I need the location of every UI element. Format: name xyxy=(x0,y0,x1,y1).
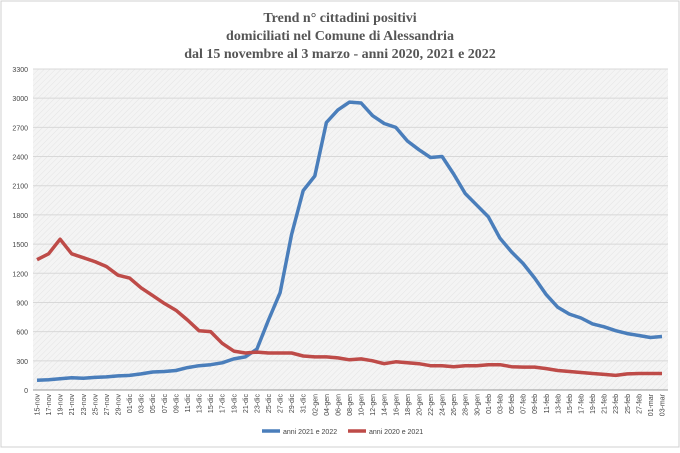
x-tick-label: 21-nov xyxy=(69,394,76,416)
x-tick-label: 19-feb xyxy=(590,394,597,414)
x-tick-label: 06-gen xyxy=(335,394,342,416)
x-tick-label: 09-feb xyxy=(532,394,539,414)
x-tick-label: 17-feb xyxy=(578,394,585,414)
y-tick-label: 900 xyxy=(16,300,28,307)
x-tick-label: 15-dic xyxy=(208,394,215,414)
x-tick-label: 01-dic xyxy=(127,394,134,414)
x-tick-label: 21-feb xyxy=(602,394,609,414)
x-tick-label: 15-nov xyxy=(35,394,42,416)
y-tick-label: 0 xyxy=(24,388,28,395)
x-tick-label: 03-dic xyxy=(139,394,146,414)
x-tick-label: 11-dic xyxy=(185,394,192,413)
x-tick-label: 17-nov xyxy=(46,394,53,416)
x-tick-label: 28-gen xyxy=(463,394,470,416)
y-tick-label: 300 xyxy=(16,359,28,366)
x-tick-label: 04-gen xyxy=(324,394,331,416)
chart-title: dal 15 novembre al 3 marzo - anni 2020, … xyxy=(184,47,496,62)
x-tick-label: 13-feb xyxy=(555,394,562,414)
y-tick-label: 1500 xyxy=(12,242,28,249)
x-tick-label: 19-nov xyxy=(58,394,65,416)
x-tick-label: 12-gen xyxy=(370,394,377,416)
y-tick-label: 2700 xyxy=(12,125,28,132)
x-tick-label: 10-gen xyxy=(359,394,366,416)
x-tick-label: 02-gen xyxy=(312,394,319,416)
y-tick-label: 1200 xyxy=(12,271,28,278)
x-tick-label: 27-dic xyxy=(278,394,285,414)
x-tick-label: 03-feb xyxy=(497,394,504,414)
x-tick-label: 11-feb xyxy=(544,394,551,413)
x-tick-label: 25-dic xyxy=(266,394,273,414)
y-tick-label: 3000 xyxy=(12,96,28,103)
y-tick-label: 2400 xyxy=(12,155,28,162)
x-tick-label: 18-gen xyxy=(405,394,412,416)
series-line xyxy=(36,237,662,378)
chart-title: domiciliati nel Comune di Alessandria xyxy=(226,29,454,44)
x-tick-label: 19-dic xyxy=(231,394,238,414)
x-tick-label: 03-mar xyxy=(660,393,667,416)
x-tick-label: 24-gen xyxy=(440,394,447,416)
x-tick-label: 15-feb xyxy=(567,394,574,414)
x-tick-label: 20-gen xyxy=(416,394,423,416)
x-tick-label: 07-feb xyxy=(521,394,528,414)
x-tick-label: 23-feb xyxy=(613,394,620,414)
x-tick-label: 05-dic xyxy=(150,394,157,414)
y-tick-label: 2100 xyxy=(12,184,28,191)
x-tick-label: 30-gen xyxy=(474,394,481,416)
y-tick-label: 600 xyxy=(16,330,28,337)
x-tick-label: 14-gen xyxy=(382,394,389,416)
x-tick-label: 08-gen xyxy=(347,394,354,416)
x-tick-label: 31-dic xyxy=(301,394,308,414)
x-tick-label: 23-nov xyxy=(81,394,88,416)
x-tick-label: 27-nov xyxy=(104,394,111,416)
x-tick-label: 05-feb xyxy=(509,394,516,414)
x-tick-label: 09-dic xyxy=(173,394,180,414)
legend-label: anni 2020 e 2021 xyxy=(369,429,423,436)
x-tick-label: 22-gen xyxy=(428,394,435,416)
x-tick-label: 01-feb xyxy=(486,394,493,414)
x-tick-label: 25-nov xyxy=(92,394,99,416)
x-tick-label: 29-dic xyxy=(289,394,296,414)
x-tick-label: 07-dic xyxy=(162,394,169,414)
plot-area xyxy=(33,69,668,390)
y-tick-label: 1800 xyxy=(12,213,28,220)
x-tick-label: 17-dic xyxy=(220,394,227,414)
y-tick-label: 3300 xyxy=(12,67,28,74)
x-tick-label: 27-feb xyxy=(636,394,643,414)
x-tick-label: 23-dic xyxy=(254,394,261,414)
x-tick-label: 01-mar xyxy=(648,393,655,416)
x-tick-label: 21-dic xyxy=(243,394,250,414)
x-tick-label: 25-feb xyxy=(625,394,632,414)
legend-label: anni 2021 e 2022 xyxy=(283,429,337,436)
series-line xyxy=(36,100,663,383)
x-tick-label: 13-dic xyxy=(197,394,204,414)
chart-title: Trend n° cittadini positivi xyxy=(263,11,416,26)
x-tick-label: 29-nov xyxy=(116,394,123,416)
x-tick-label: 16-gen xyxy=(393,394,400,416)
x-tick-label: 26-gen xyxy=(451,394,458,416)
